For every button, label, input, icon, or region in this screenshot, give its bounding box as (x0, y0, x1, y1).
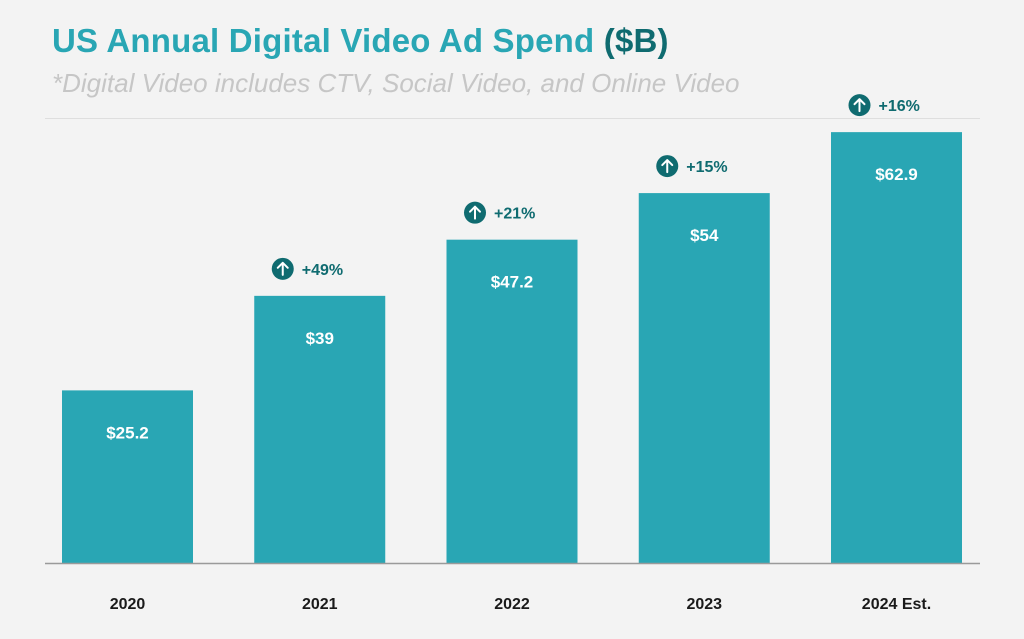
growth-label: +49% (302, 262, 343, 279)
bar-value-label: $47.2 (491, 273, 534, 292)
x-tick-label: 2020 (110, 596, 146, 613)
x-tick-label: 2022 (494, 596, 530, 613)
growth-label: +21% (494, 206, 535, 223)
header-divider (45, 118, 980, 119)
arrow-up-circle-icon (271, 257, 294, 280)
growth-label: +16% (879, 98, 920, 115)
arrow-up-glyph (276, 261, 289, 276)
arrow-up-glyph (469, 205, 481, 220)
bar (831, 132, 962, 563)
bar (62, 390, 193, 563)
bar-value-label: $39 (306, 329, 334, 348)
x-tick-label: 2021 (302, 596, 338, 613)
chart-title: US Annual Digital Video Ad Spend ($B) (52, 22, 669, 60)
x-tick-label: 2023 (686, 596, 722, 613)
x-tick-label: 2024 Est. (862, 596, 931, 613)
arrow-up-circle-icon (656, 155, 679, 178)
growth-label: +15% (686, 159, 727, 176)
bar (254, 295, 386, 563)
arrow-up-glyph (661, 159, 674, 174)
bar-value-label: $25.2 (106, 423, 149, 442)
chart-subtitle: *Digital Video includes CTV, Social Vide… (52, 68, 740, 98)
chart-title-main: US Annual Digital Video Ad Spend (52, 22, 595, 59)
bar-value-label: $62.9 (875, 165, 918, 184)
arrow-up-circle-icon (848, 94, 871, 117)
arrow-up-glyph (853, 98, 866, 113)
bar (446, 239, 578, 563)
chart-title-unit: ($B) (603, 22, 669, 59)
bar-value-label: $54 (690, 226, 719, 245)
arrow-up-circle-icon (464, 201, 486, 224)
bar (638, 193, 770, 563)
